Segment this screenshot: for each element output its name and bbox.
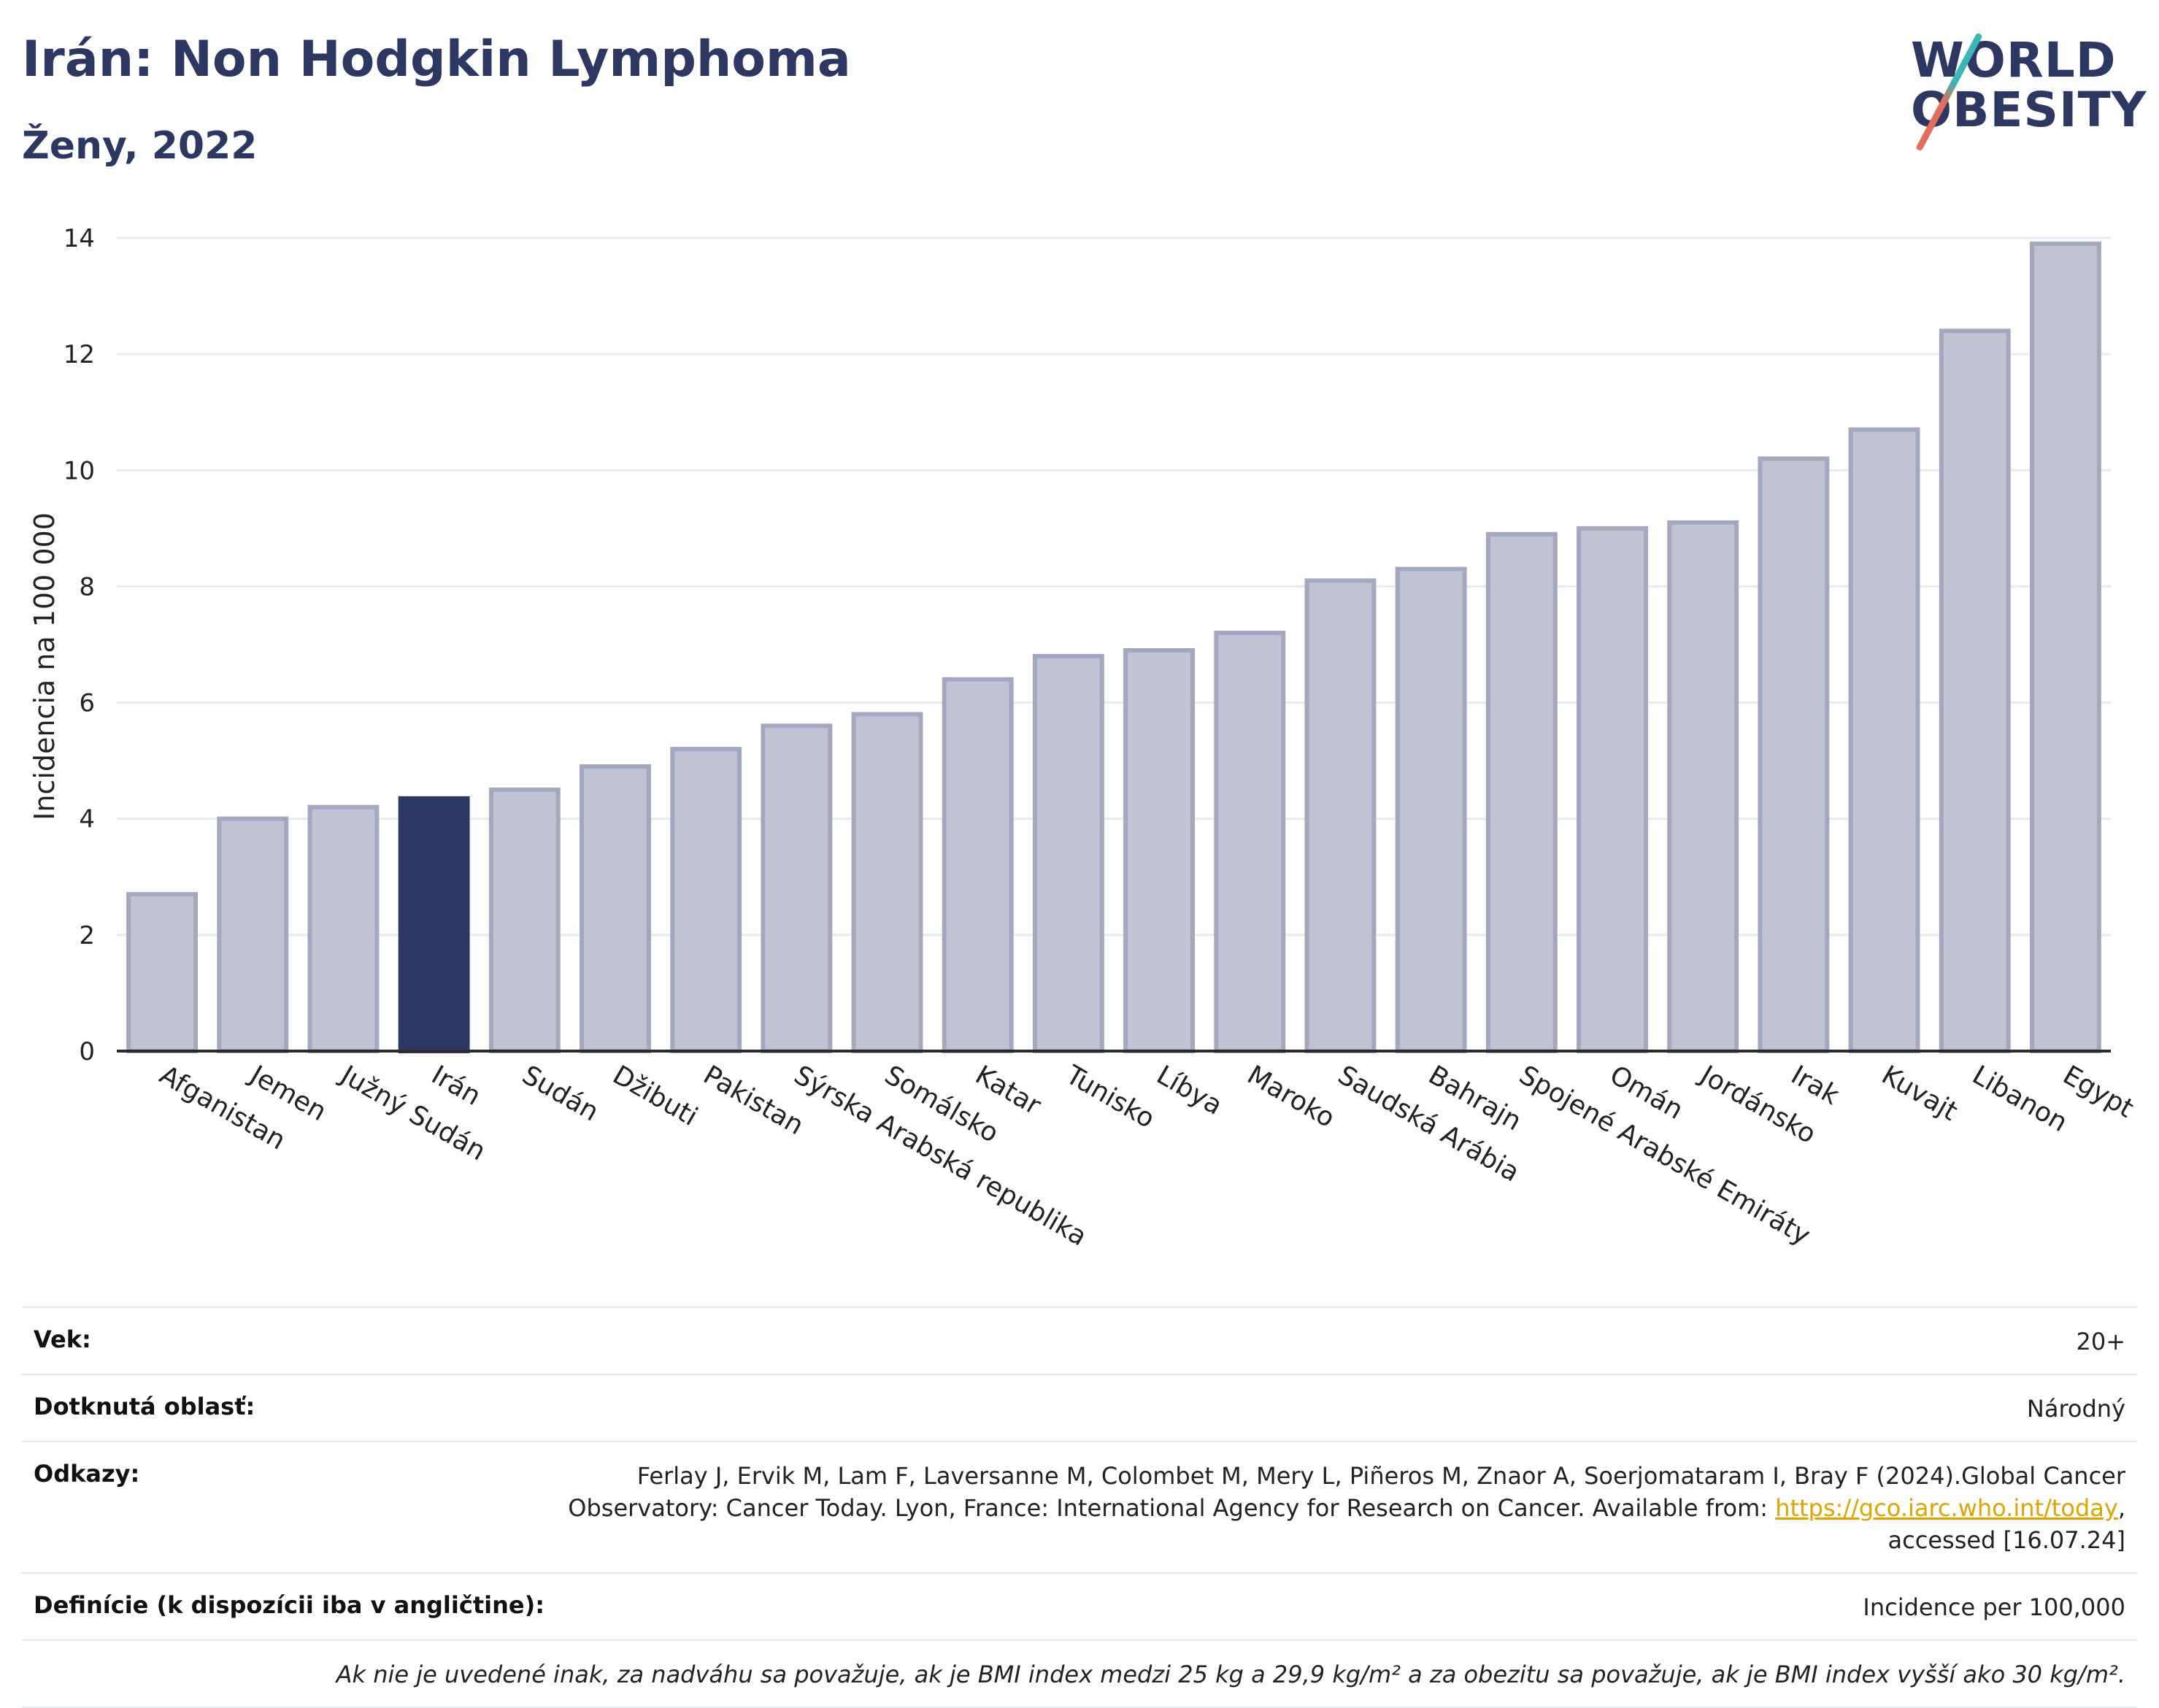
bar-11[interactable] [1123,647,1196,1053]
bar-14[interactable] [1395,566,1467,1053]
page-subtitle: Ženy, 2022 [22,124,258,168]
bar-2[interactable] [307,804,380,1054]
logo-line-1: WORLD [1911,32,2117,88]
bmi-note: Ak nie je uvedené inak, za nadváhu sa po… [336,1661,2125,1688]
x-tick-label: Libanon [1967,1060,2072,1138]
world-obesity-logo: WORLD OBESITY [1905,22,2146,153]
x-tick-label: Tunisko [1061,1060,1160,1134]
area-row: Dotknutá oblasť: Národný [22,1375,2137,1442]
bar-13[interactable] [1304,578,1377,1053]
bar-8[interactable] [851,712,923,1053]
bar-6[interactable] [670,747,742,1053]
bar-9[interactable] [942,677,1014,1053]
bar-7[interactable] [761,723,833,1054]
bar-20[interactable] [1939,328,2011,1054]
bar-1[interactable] [217,816,289,1053]
references-line-2: Observatory: Cancer Today. Lyon, France:… [568,1494,1776,1522]
x-tick-label: Irak [1786,1060,1844,1111]
references-row: Odkazy: Ferlay J, Ervik M, Lam F, Lavers… [22,1442,2137,1574]
y-tick-label: 10 [64,456,95,485]
references-link[interactable]: https://gco.iarc.who.int/today [1775,1494,2118,1522]
y-tick-label: 4 [79,805,95,834]
age-value: 20+ [2076,1328,2125,1355]
bar-17[interactable] [1667,520,1739,1053]
references-line-3: accessed [16.07.24] [1887,1526,2125,1554]
y-tick-label: 8 [79,572,95,601]
bar-19[interactable] [1848,427,1920,1053]
bar-16[interactable] [1577,526,1648,1053]
references-label: Odkazy: [34,1460,140,1488]
area-value: Národný [2026,1395,2125,1423]
bar-18[interactable] [1758,456,1830,1053]
y-tick-label: 12 [64,340,95,369]
definitions-label: Definície (k dispozícii iba v angličtine… [34,1591,544,1619]
definitions-row: Definície (k dispozícii iba v angličtine… [22,1574,2137,1641]
bar-5[interactable] [580,764,651,1053]
references-line-1: Ferlay J, Ervik M, Lam F, Laversanne M, … [636,1462,2125,1490]
x-tick-label: Sudán [517,1060,604,1127]
area-label: Dotknutá oblasť: [34,1393,255,1420]
bar-4[interactable] [488,787,561,1054]
y-tick-label: 2 [79,921,95,950]
y-axis-title: Incidencia na 100 000 [28,512,61,820]
bar-21[interactable] [2029,241,2101,1053]
info-table: Vek: 20+ Dotknutá oblasť: Národný Odkazy… [22,1307,2137,1708]
references-value: Ferlay J, Ervik M, Lam F, Laversanne M, … [568,1462,2125,1554]
bar-15[interactable] [1485,531,1558,1053]
bar-3[interactable] [398,796,470,1053]
definitions-value: Incidence per 100,000 [1863,1593,2125,1621]
x-tick-label: Kuvajt [1877,1060,1963,1127]
x-tick-label: Džibuti [608,1060,703,1132]
age-row: Vek: 20+ [22,1308,2137,1375]
age-label: Vek: [34,1326,91,1353]
x-tick-label: Maroko [1242,1060,1340,1134]
y-tick-labels: 0 2 4 6 8 10 12 14 [64,224,95,1066]
bars [126,241,2101,1054]
y-tick-label: 14 [64,224,95,253]
bar-12[interactable] [1214,631,1286,1053]
x-tick-label: Pakistan [698,1060,809,1141]
page-title: Irán: Non Hodgkin Lymphoma [22,31,851,88]
x-tick-label: Irán [426,1060,485,1112]
note-row: Ak nie je uvedené inak, za nadváhu sa po… [22,1641,2137,1708]
y-tick-label: 6 [79,689,95,718]
bar-10[interactable] [1032,653,1104,1053]
y-tick-label: 0 [79,1037,95,1066]
x-tick-label: Líbya [1152,1060,1228,1121]
bar-0[interactable] [126,892,199,1053]
